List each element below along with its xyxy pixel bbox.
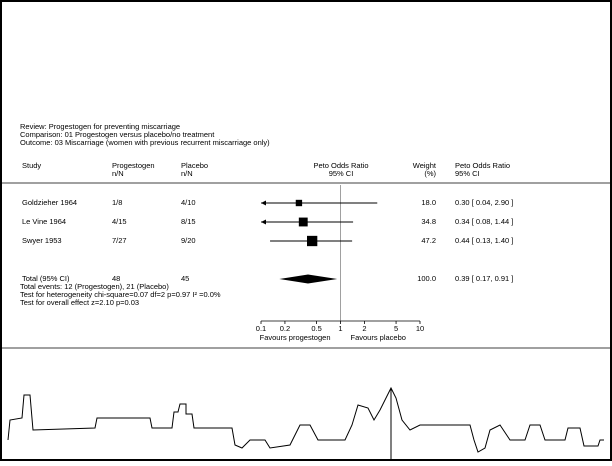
x-tick-label: 0.1 <box>256 324 266 333</box>
column-subheader: 95% CI <box>329 169 354 178</box>
effect-box <box>307 236 317 246</box>
ci-text: 0.34 [ 0.08, 1.44 ] <box>455 217 513 226</box>
x-tick-label: 2 <box>362 324 366 333</box>
column-subheader: n/N <box>112 169 124 178</box>
study-name: Swyer 1953 <box>22 236 62 245</box>
effect-box <box>296 200 302 206</box>
treatment-count: 4/15 <box>112 217 127 226</box>
treatment-count: 7/27 <box>112 236 127 245</box>
effect-box <box>299 218 308 227</box>
control-count: 4/10 <box>181 198 196 207</box>
outcome: Outcome: 03 Miscarriage (women with prev… <box>20 138 270 147</box>
study-name: Goldzieher 1964 <box>22 198 77 207</box>
column-header: Study <box>22 161 41 170</box>
weight: 100.0 <box>417 274 436 283</box>
ci-text: 0.44 [ 0.13, 1.40 ] <box>455 236 513 245</box>
x-tick-label: 10 <box>416 324 424 333</box>
screen: Review: Progestogen for preventing misca… <box>0 0 612 461</box>
weight: 18.0 <box>421 198 436 207</box>
weight: 47.2 <box>421 236 436 245</box>
control-count: 45 <box>181 274 189 283</box>
treatment-count: 1/8 <box>112 198 122 207</box>
x-label-right: Favours placebo <box>351 333 406 342</box>
x-tick-label: 1 <box>338 324 342 333</box>
study-name: Le Vine 1964 <box>22 217 66 226</box>
ci-text: 0.30 [ 0.04, 2.90 ] <box>455 198 513 207</box>
ci-text: 0.39 [ 0.17, 0.91 ] <box>455 274 513 283</box>
control-count: 9/20 <box>181 236 196 245</box>
weight: 34.8 <box>421 217 436 226</box>
x-tick-label: 5 <box>394 324 398 333</box>
x-tick-label: 0.2 <box>280 324 290 333</box>
x-tick-label: 0.5 <box>311 324 321 333</box>
column-subheader: 95% CI <box>455 169 480 178</box>
frame <box>1 1 611 460</box>
overall-effect: Test for overall effect z=2.10 p=0.03 <box>20 298 139 307</box>
column-subheader: (%) <box>424 169 436 178</box>
column-subheader: n/N <box>181 169 193 178</box>
control-count: 8/15 <box>181 217 196 226</box>
x-label-left: Favours progestogen <box>260 333 331 342</box>
